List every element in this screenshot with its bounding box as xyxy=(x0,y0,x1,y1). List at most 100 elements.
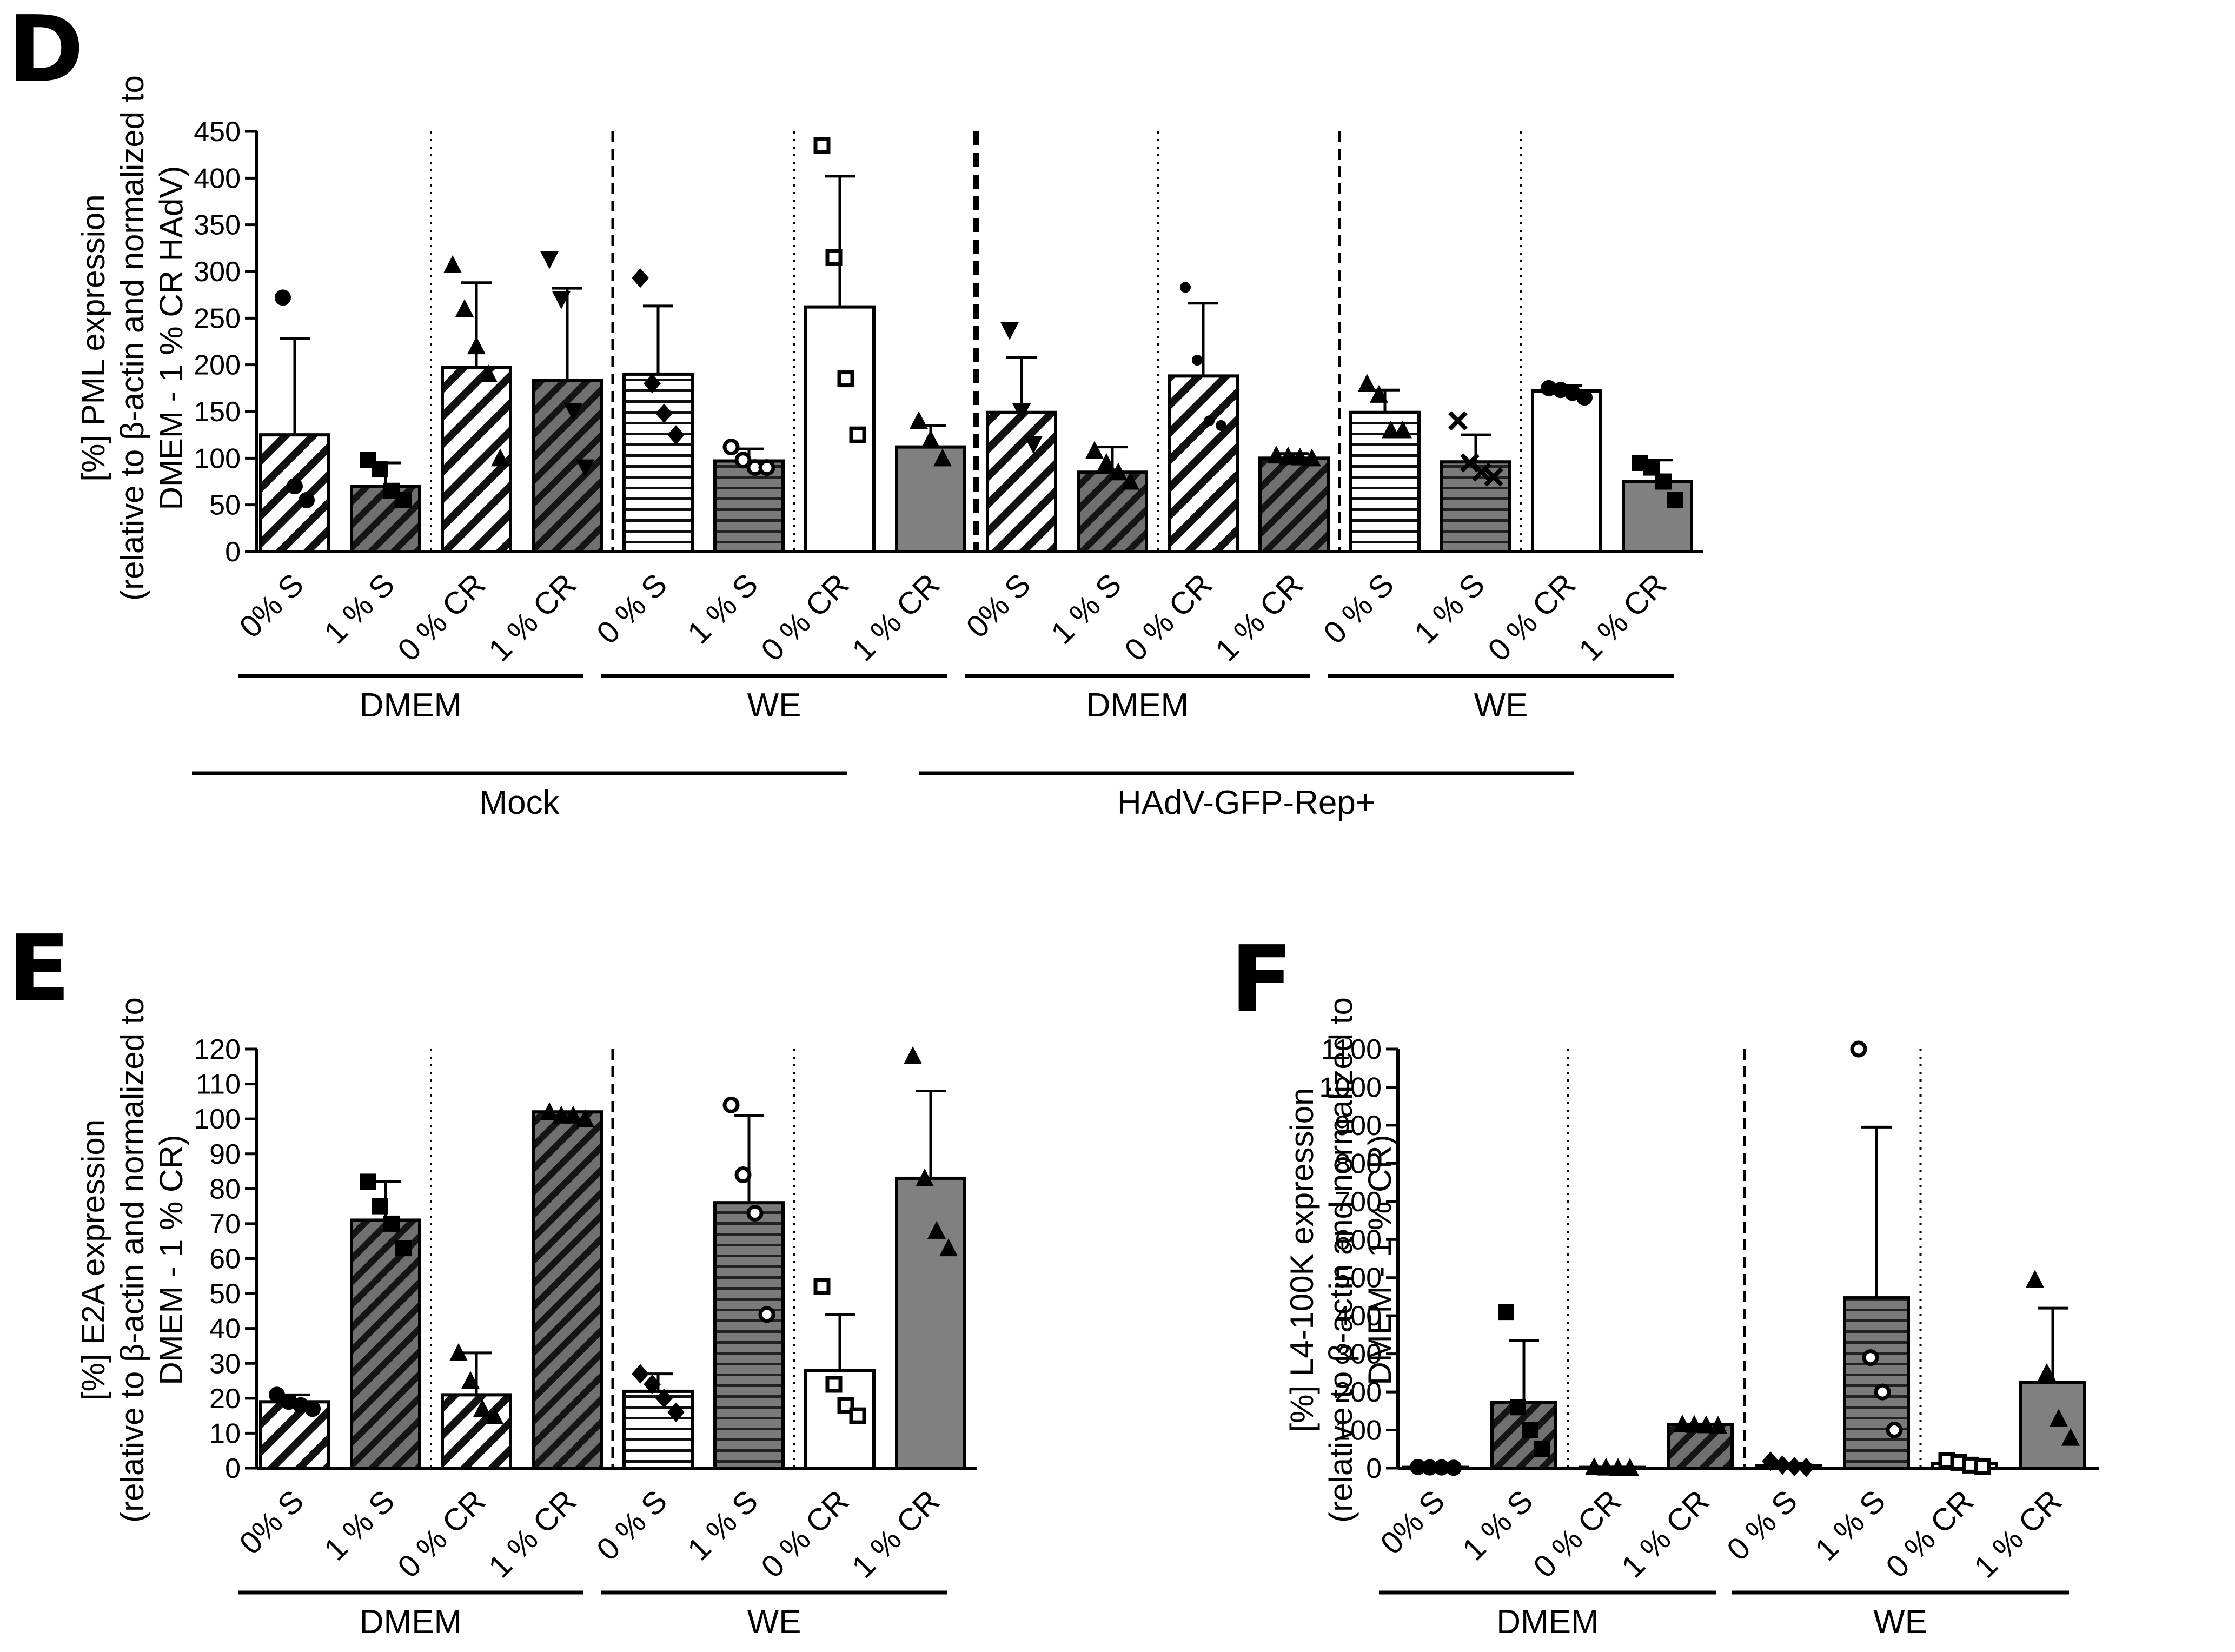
data-point xyxy=(1685,1415,1703,1433)
group-label: WE xyxy=(1474,687,1528,724)
data-point xyxy=(1410,1458,1426,1475)
data-point-shape xyxy=(372,461,388,478)
data-point xyxy=(1522,1422,1538,1438)
data-point xyxy=(1097,453,1116,471)
data-point xyxy=(1303,448,1321,467)
data-point xyxy=(269,1386,285,1403)
x-tick-label: 0% S xyxy=(233,567,310,645)
data-point xyxy=(849,1407,866,1424)
data-point xyxy=(1709,1416,1727,1434)
data-point xyxy=(2050,1409,2068,1427)
data-point xyxy=(455,299,474,317)
x-tick-label: 0% S xyxy=(959,567,1037,645)
data-point-shape xyxy=(1358,374,1376,392)
y-tick-label: 250 xyxy=(194,303,241,334)
data-point-shape xyxy=(1874,1383,1891,1401)
group-label: WE xyxy=(747,1603,801,1641)
data-point xyxy=(1697,1415,1715,1434)
data-point xyxy=(1484,467,1503,487)
data-point xyxy=(1204,415,1215,427)
bar xyxy=(986,410,1057,554)
data-point xyxy=(825,249,843,266)
x-tick-label: 1 % S xyxy=(681,567,765,651)
y-tick-label: 400 xyxy=(194,163,241,194)
data-point-shape xyxy=(1643,459,1660,476)
data-point-shape xyxy=(1576,389,1593,406)
x-tick-label: 1 % S xyxy=(317,567,401,651)
data-point-shape xyxy=(1204,415,1215,427)
data-point-shape xyxy=(734,452,752,469)
data-point xyxy=(1121,472,1139,490)
data-point-shape xyxy=(632,1364,649,1384)
data-point-shape xyxy=(837,1397,854,1414)
x-tick-label: 1 % S xyxy=(681,1483,765,1567)
data-point xyxy=(1472,462,1491,482)
data-point-shape xyxy=(1786,1457,1803,1477)
y-tick-label: 300 xyxy=(194,256,241,288)
y-tick-label: 400 xyxy=(1335,1301,1382,1332)
data-point xyxy=(927,1220,946,1239)
data-point-shape xyxy=(1291,447,1309,466)
data-point-shape xyxy=(1673,1414,1692,1432)
data-point-shape xyxy=(1279,446,1297,465)
data-point xyxy=(1000,322,1019,340)
data-point-shape xyxy=(467,336,486,355)
y-tick-label: 900 xyxy=(1335,1110,1382,1142)
data-point-shape xyxy=(443,255,462,273)
x-tick-label: 1 % S xyxy=(1808,1483,1892,1567)
data-point xyxy=(461,1371,480,1389)
data-point xyxy=(395,1240,412,1257)
bar xyxy=(1622,480,1693,553)
data-point-shape xyxy=(921,429,940,448)
data-point-shape xyxy=(383,1215,400,1232)
data-point-shape xyxy=(455,299,474,317)
data-point-shape xyxy=(1382,420,1400,439)
data-point xyxy=(1498,1304,1514,1321)
data-point xyxy=(1886,1422,1903,1439)
data-point-shape xyxy=(1109,462,1128,481)
data-point xyxy=(667,425,685,445)
data-point xyxy=(576,459,594,477)
data-point-shape xyxy=(813,1278,831,1295)
y-tick-label: 100 xyxy=(194,1104,241,1135)
data-point xyxy=(1012,403,1031,421)
y-axis-title-line: DMEM - 1 % CR) xyxy=(153,1134,189,1385)
data-point-shape xyxy=(540,251,559,269)
y-tick-label: 60 xyxy=(209,1244,241,1275)
bar xyxy=(532,1110,603,1470)
data-point xyxy=(758,1306,775,1323)
data-point xyxy=(632,1364,649,1384)
data-point-shape xyxy=(1303,448,1321,467)
data-point xyxy=(1394,420,1412,439)
data-point-shape xyxy=(552,1105,571,1124)
data-point xyxy=(1422,1459,1438,1476)
data-point-shape xyxy=(1216,420,1226,431)
data-point-shape xyxy=(1862,1349,1879,1366)
data-point xyxy=(722,439,740,456)
data-point-shape xyxy=(1522,1422,1538,1438)
y-tick-label: 350 xyxy=(194,210,241,241)
y-tick-label: 600 xyxy=(1335,1224,1382,1256)
data-point xyxy=(1874,1383,1891,1401)
data-point-shape xyxy=(1121,472,1139,490)
data-point-shape xyxy=(1267,446,1285,464)
panel-e-y-axis-title: [%] E2A expression (relative to β-actin … xyxy=(75,997,189,1523)
data-point xyxy=(655,1388,673,1408)
y-tick-label: 30 xyxy=(209,1348,241,1379)
y-axis-title-line: (relative to β-actin and normalized to xyxy=(114,75,150,601)
data-point-shape xyxy=(849,426,866,443)
y-axis-title-line: [%] PML expression xyxy=(75,194,111,481)
data-point xyxy=(1597,1457,1615,1476)
x-tick-label: 0% S xyxy=(233,1483,310,1561)
data-point-shape xyxy=(1774,1455,1791,1475)
bar xyxy=(713,459,785,553)
data-point xyxy=(837,1397,854,1414)
data-point-shape xyxy=(304,1401,321,1417)
x-tick-label: 1 % S xyxy=(1456,1483,1540,1567)
data-point-shape xyxy=(632,268,649,288)
data-point-shape xyxy=(722,1096,740,1113)
data-point xyxy=(722,1096,740,1113)
